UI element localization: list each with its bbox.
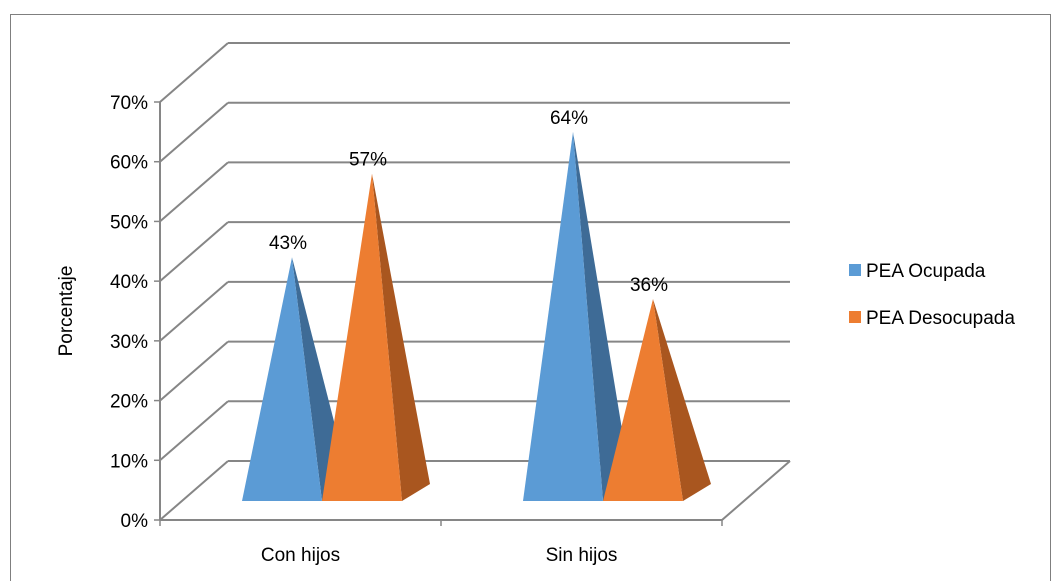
y-tick-label: 40% xyxy=(110,272,148,293)
pyramid-front-face xyxy=(523,131,603,502)
y-tick-label: 20% xyxy=(110,392,148,413)
y-tick-label: 0% xyxy=(121,511,149,532)
y-axis-label: Porcentaje xyxy=(56,266,77,357)
gridline-diagonal xyxy=(159,221,229,282)
gridline-diagonal xyxy=(159,340,229,402)
gridline-diagonal xyxy=(159,101,229,163)
gridline-diagonal xyxy=(159,281,229,342)
pyramid-front-face xyxy=(322,173,402,501)
y-tick-label: 50% xyxy=(110,212,148,233)
gridline-diagonal xyxy=(159,161,229,223)
pyramids xyxy=(242,131,711,502)
pyramid-front-face xyxy=(242,257,322,501)
y-tick-label: 10% xyxy=(110,451,148,472)
pyramid-side-face xyxy=(573,131,631,502)
gridline-diagonal xyxy=(159,400,229,462)
floor-right-edge xyxy=(721,460,791,521)
gridline-diagonal xyxy=(159,460,229,521)
x-category-labels: Con hijos Sin hijos xyxy=(261,545,618,566)
pyramid-side-face xyxy=(372,173,430,501)
axes xyxy=(154,101,723,526)
data-label: 57% xyxy=(349,150,387,171)
legend-label: PEA Ocupada xyxy=(866,261,986,282)
data-label: 64% xyxy=(550,108,588,129)
y-tick-label: 60% xyxy=(110,153,148,174)
x-category-label: Con hijos xyxy=(261,545,340,566)
y-tick-labels: 0% 10% 20% 30% 40% 50% 60% 70% xyxy=(110,93,148,532)
gridline-diagonal xyxy=(159,42,229,103)
data-label: 36% xyxy=(630,275,668,296)
legend-swatch xyxy=(849,311,861,323)
chart-walls xyxy=(721,460,791,521)
legend-swatch xyxy=(849,264,861,276)
y-tick-label: 30% xyxy=(110,332,148,353)
legend: PEA Ocupada PEA Desocupada xyxy=(849,261,1015,329)
x-category-label: Sin hijos xyxy=(546,545,618,566)
legend-label: PEA Desocupada xyxy=(866,308,1015,329)
data-labels: 43% 57% 64% 36% xyxy=(269,108,668,296)
y-tick-label: 70% xyxy=(110,93,148,114)
pyramid-front-face xyxy=(603,299,683,501)
data-label: 43% xyxy=(269,233,307,254)
pyramid-side-face xyxy=(653,299,711,501)
